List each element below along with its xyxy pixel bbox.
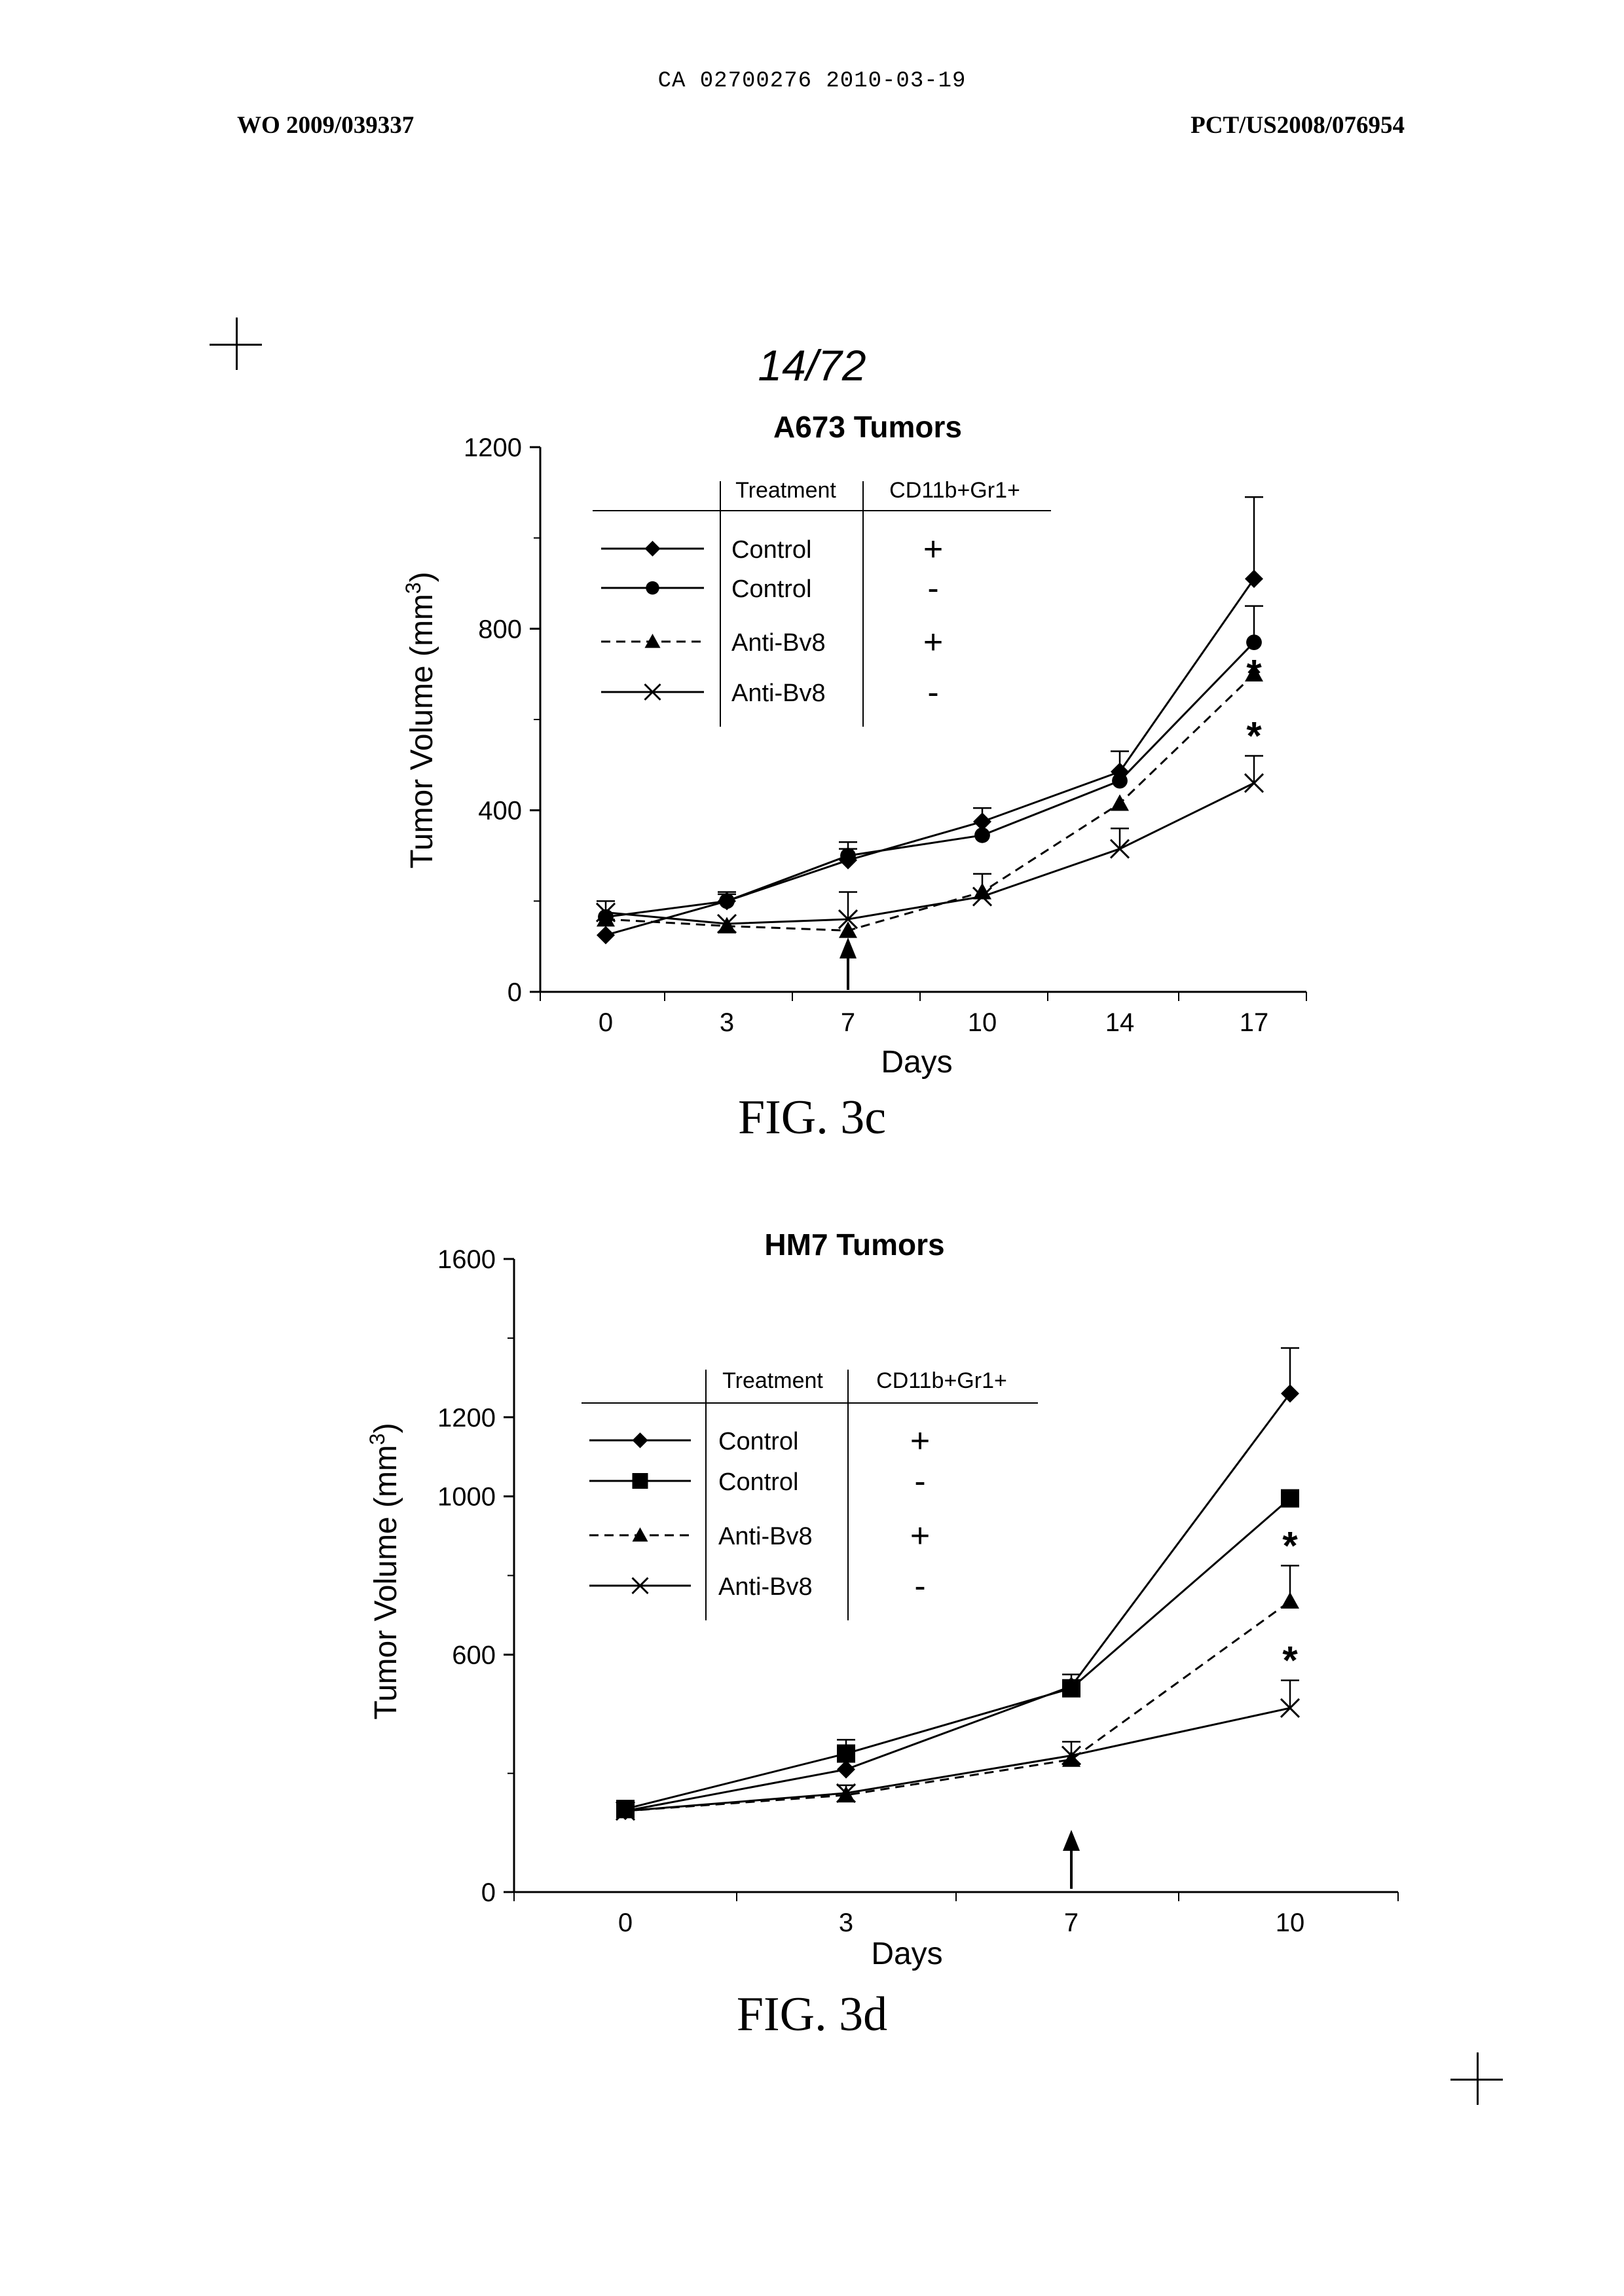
figure-caption-3d: FIG. 3d xyxy=(0,1987,1624,2043)
undefined-x-tick-label-2: 7 xyxy=(1064,1908,1079,1937)
undefined-legend-marker-3: - xyxy=(914,1567,925,1605)
undefined-series-2-significance-star: * xyxy=(1282,1523,1298,1567)
undefined-y-label: Tumor Volume (mm3) xyxy=(365,1423,403,1719)
undefined-series-1-point-1 xyxy=(837,1744,855,1762)
undefined-y-tick-label-0: 0 xyxy=(481,1878,496,1907)
undefined-series-0-point-3 xyxy=(1281,1384,1299,1402)
undefined-y-tick-label-1: 600 xyxy=(452,1641,496,1669)
undefined-legend-header-treatment: Treatment xyxy=(722,1368,823,1393)
undefined-series-0-line xyxy=(625,1393,1290,1811)
undefined-x-tick-label-3: 10 xyxy=(1276,1908,1305,1937)
undefined-x-label: Days xyxy=(871,1937,942,1971)
undefined-series-2-line xyxy=(625,1601,1290,1811)
undefined-legend-name-1: Control xyxy=(718,1468,799,1496)
undefined-legend-header-marker: CD11b+Gr1+ xyxy=(876,1368,1007,1393)
chart-hm7-svg: HM7 Tumors 0 600 1000 1200 1600 0 3 7 10 Days Tumor… xyxy=(0,0,1624,2095)
undefined-legend-swatch-symbol-0 xyxy=(633,1432,648,1448)
undefined-title: HM7 Tumors xyxy=(764,1228,944,1262)
chart-hm7-tumors: HM7 Tumors 0 600 1000 1200 1600 0 3 7 10 Days Tumor… xyxy=(0,0,1624,2095)
undefined-treatment-arrow-head xyxy=(1063,1830,1080,1851)
undefined-y-tick-label-3: 1200 xyxy=(437,1404,496,1432)
undefined-legend-marker-0: + xyxy=(910,1422,930,1460)
undefined-x-tick-label-0: 0 xyxy=(618,1908,633,1937)
undefined-series-3-significance-star: * xyxy=(1282,1639,1298,1683)
undefined-legend: Treatment CD11b+Gr1+ Control + Control - Anti-… xyxy=(581,1368,1038,1620)
undefined-legend-name-2: Anti-Bv8 xyxy=(718,1523,813,1550)
undefined-series-1-point-2 xyxy=(1062,1679,1080,1698)
undefined-x-tick-label-1: 3 xyxy=(839,1908,853,1937)
undefined-series-1-point-3 xyxy=(1281,1489,1299,1508)
undefined-legend-name-3: Anti-Bv8 xyxy=(718,1573,813,1601)
undefined-legend-name-0: Control xyxy=(718,1428,799,1455)
undefined-y-tick-label-4: 1600 xyxy=(437,1245,496,1274)
undefined-legend-marker-2: + xyxy=(910,1517,930,1555)
undefined-series-0-point-1 xyxy=(837,1760,855,1779)
undefined-series-2-point-3 xyxy=(1281,1592,1299,1609)
undefined-legend-swatch-symbol-1 xyxy=(633,1473,648,1489)
undefined-y-tick-label-2: 1000 xyxy=(437,1483,496,1512)
undefined-series-3-line xyxy=(625,1708,1290,1811)
undefined-legend-marker-1: - xyxy=(914,1463,925,1501)
